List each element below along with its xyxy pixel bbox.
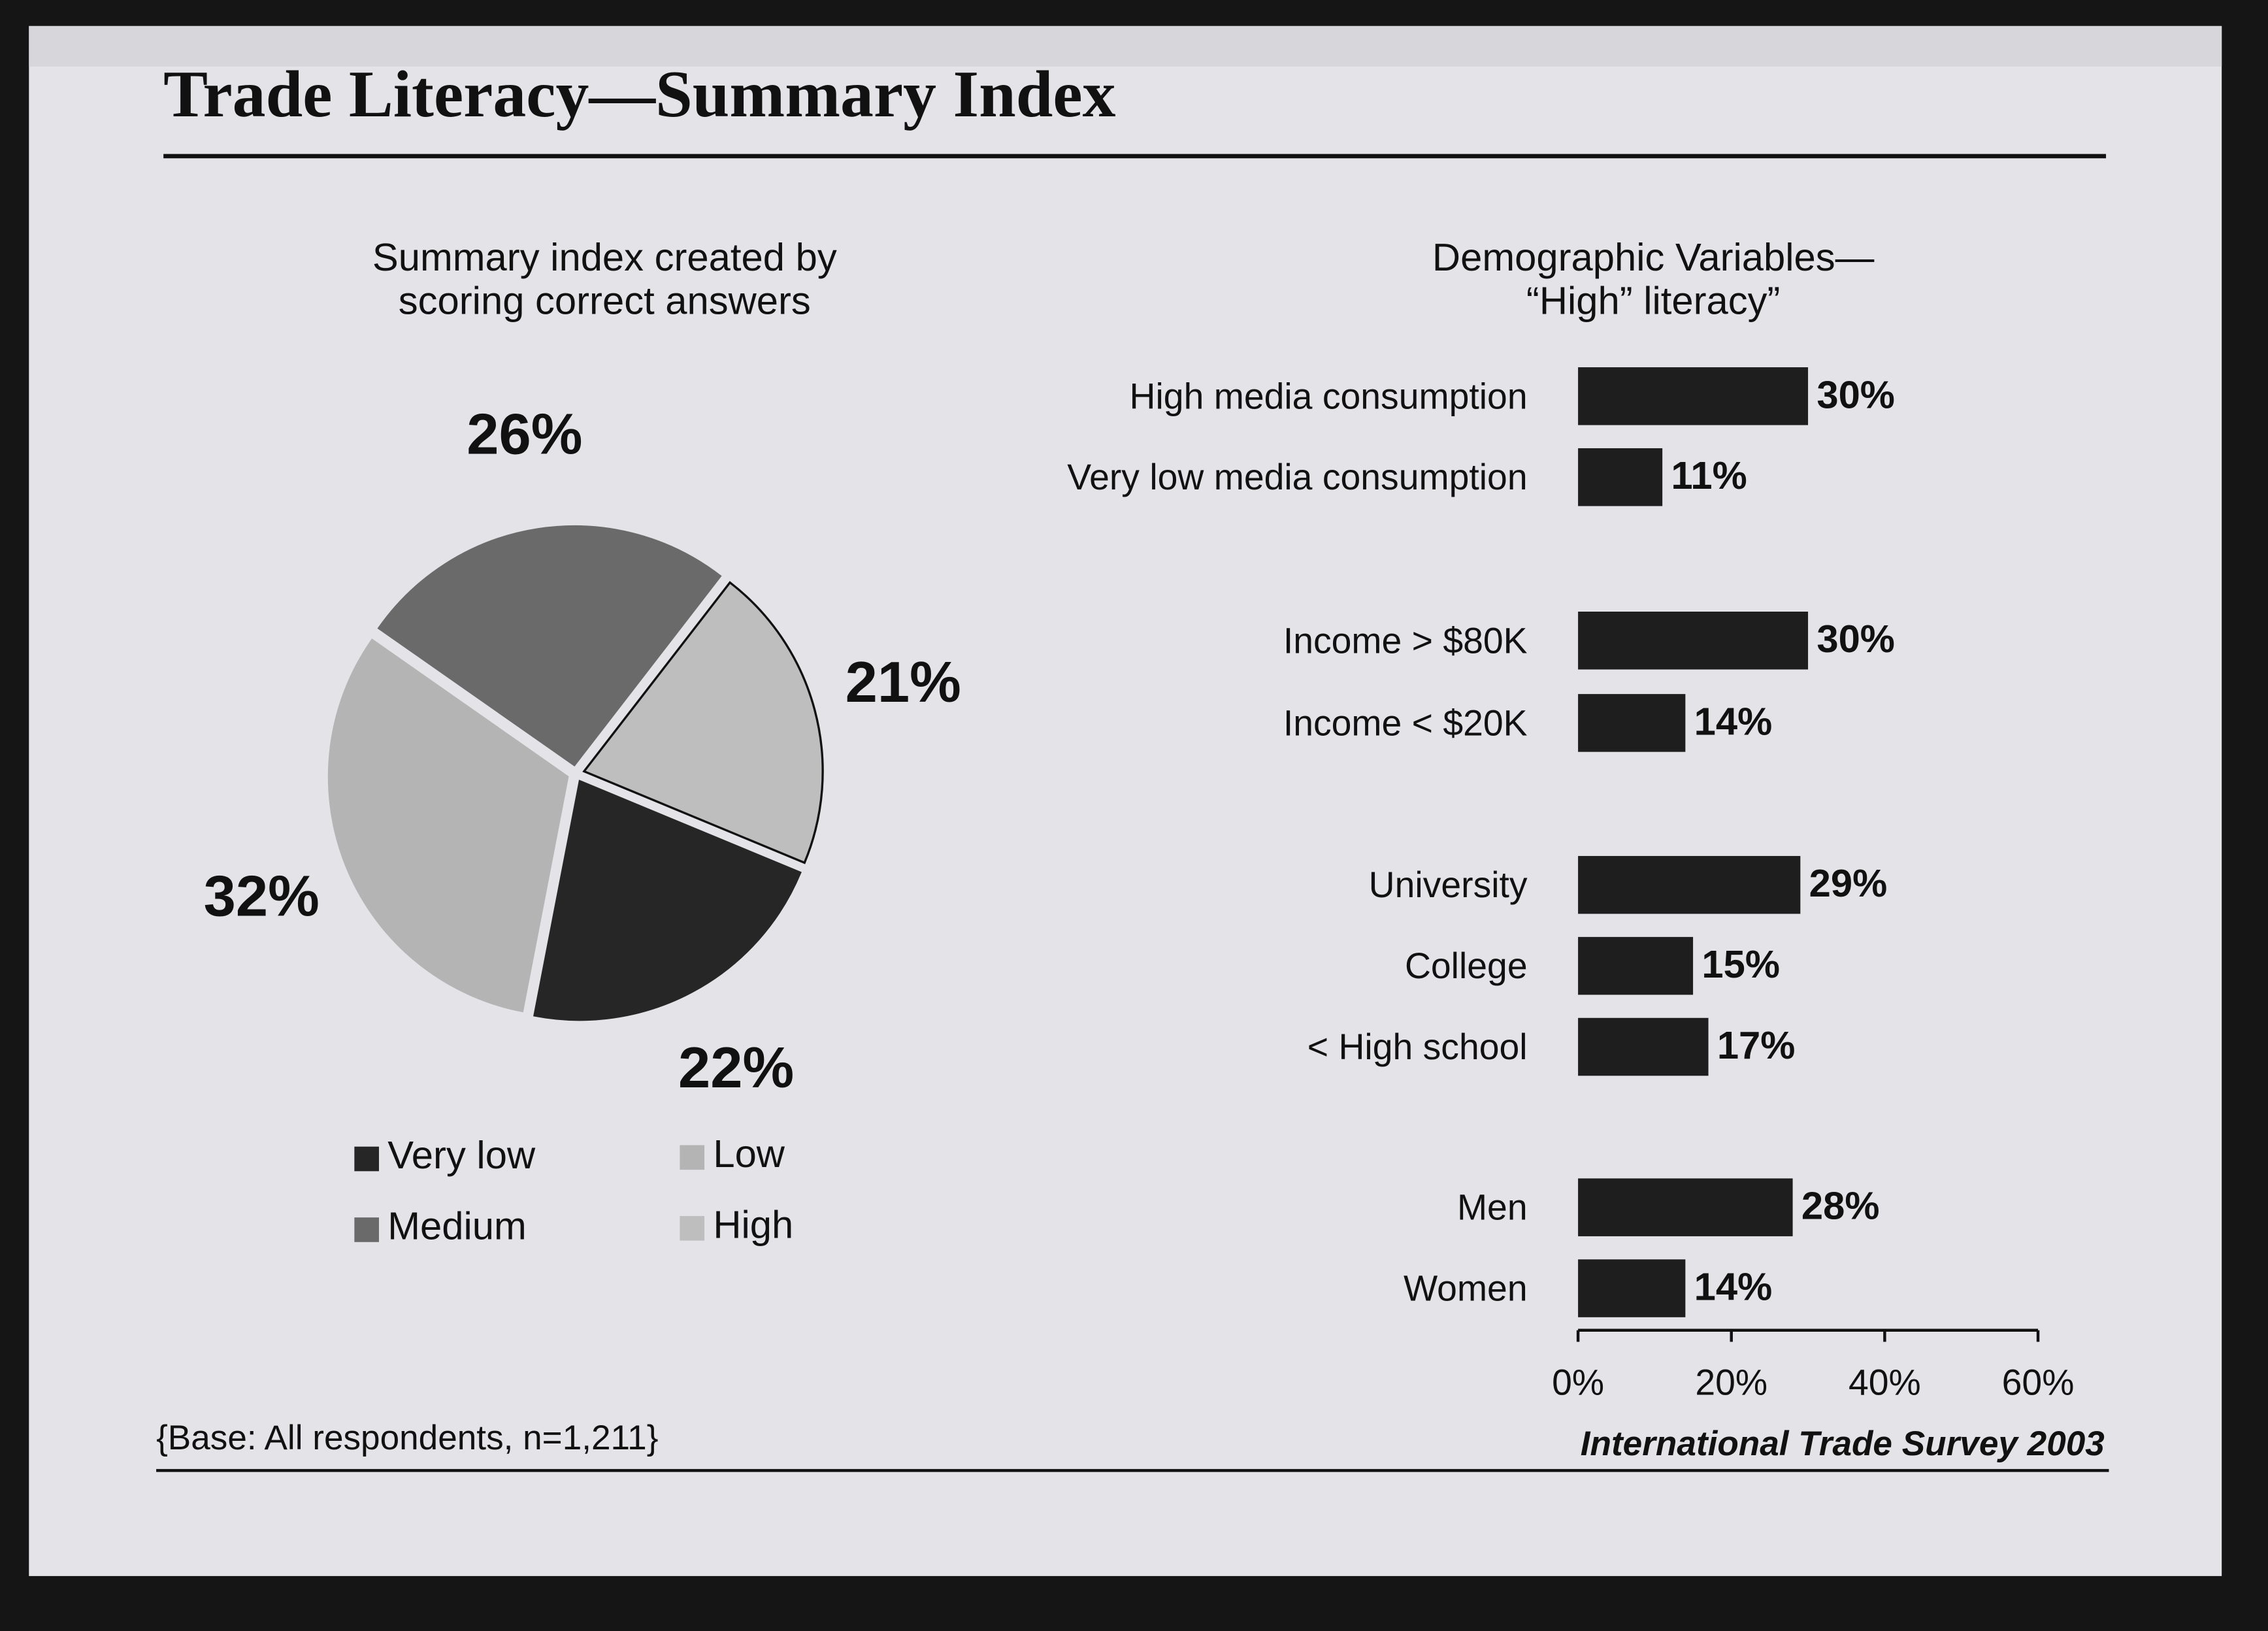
slide-top-band xyxy=(29,25,2222,67)
bar xyxy=(1578,1017,1709,1076)
legend-label: High xyxy=(713,1202,793,1246)
x-tick-label: 20% xyxy=(1695,1362,1767,1402)
pie-slice xyxy=(582,581,824,865)
legend-swatch xyxy=(354,1146,379,1172)
category-label: Income > $80K xyxy=(1283,620,1528,661)
pie-slice xyxy=(377,525,722,766)
pie-subtitle: scoring correct answers xyxy=(399,278,811,322)
x-tick-label: 40% xyxy=(1849,1362,1921,1402)
pie-value-label: 32% xyxy=(204,864,320,929)
source: International Trade Survey 2003 xyxy=(1581,1425,2105,1463)
bar xyxy=(1578,367,1809,425)
bar-value-label: 30% xyxy=(1816,372,1895,416)
bar-value-label: 14% xyxy=(1694,699,1773,743)
x-tick-label: 60% xyxy=(2002,1362,2075,1402)
bar xyxy=(1578,1259,1686,1317)
pie-slice xyxy=(327,638,569,1013)
footnote: {Base: All respondents, n=1,211} xyxy=(156,1419,658,1457)
category-label: College xyxy=(1405,946,1528,986)
legend-swatch xyxy=(680,1145,705,1170)
bar xyxy=(1578,1178,1793,1236)
title: Trade Literacy—Summary Index xyxy=(163,58,1115,131)
pie-value-label: 26% xyxy=(467,402,582,467)
category-label: Men xyxy=(1457,1187,1528,1228)
category-label: Women xyxy=(1404,1268,1528,1309)
category-label: < High school xyxy=(1307,1027,1528,1067)
bar-value-label: 15% xyxy=(1701,942,1780,986)
legend-swatch xyxy=(680,1215,705,1241)
legend-label: Medium xyxy=(387,1204,527,1248)
bar-subtitle: Demographic Variables— xyxy=(1432,235,1875,279)
pie-value-label: 21% xyxy=(846,650,961,714)
pie-subtitle: Summary index created by xyxy=(372,235,837,279)
bar-value-label: 28% xyxy=(1801,1184,1880,1228)
bar-value-label: 29% xyxy=(1809,861,1888,905)
legend-swatch xyxy=(354,1217,379,1242)
legend-label: Low xyxy=(713,1132,785,1176)
bar-value-label: 14% xyxy=(1694,1265,1773,1309)
bar-value-label: 30% xyxy=(1816,617,1895,661)
bar xyxy=(1578,448,1663,506)
bar-subtitle: “High” literacy” xyxy=(1526,278,1781,322)
category-label: University xyxy=(1369,865,1528,905)
bar xyxy=(1578,612,1809,670)
category-label: Very low media consumption xyxy=(1067,457,1527,497)
pie-value-label: 22% xyxy=(678,1035,794,1100)
bar xyxy=(1578,694,1686,752)
bar-value-label: 17% xyxy=(1717,1023,1796,1067)
legend-label: Very low xyxy=(387,1133,536,1177)
x-tick-label: 0% xyxy=(1552,1362,1604,1402)
bar xyxy=(1578,936,1694,995)
category-label: High media consumption xyxy=(1130,376,1528,416)
bar-value-label: 11% xyxy=(1671,453,1747,497)
category-label: Income < $20K xyxy=(1283,702,1528,743)
pie-slice xyxy=(533,780,802,1021)
bar xyxy=(1578,855,1801,914)
